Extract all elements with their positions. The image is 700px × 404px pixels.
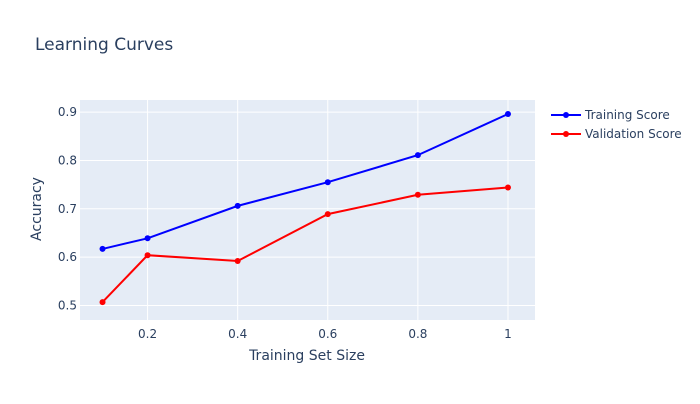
series-line bbox=[102, 113, 509, 250]
series-2 bbox=[99, 184, 511, 306]
data-point[interactable] bbox=[414, 152, 421, 159]
y-tick-label: 0.9 bbox=[58, 105, 77, 119]
data-point[interactable] bbox=[99, 245, 106, 252]
legend-marker bbox=[563, 112, 569, 118]
series-layer bbox=[99, 111, 511, 306]
legend-item[interactable]: Validation Score bbox=[551, 127, 682, 141]
x-axis-label: Training Set Size bbox=[248, 348, 365, 364]
y-axis-label: Accuracy bbox=[29, 177, 45, 241]
legend-label: Training Score bbox=[584, 108, 670, 122]
x-tick-label: 0.8 bbox=[408, 327, 427, 341]
x-tick-label: 0.4 bbox=[228, 327, 247, 341]
x-tick-label: 0.2 bbox=[138, 327, 157, 341]
data-point[interactable] bbox=[504, 184, 511, 191]
data-point[interactable] bbox=[504, 111, 511, 118]
grid-layer bbox=[80, 100, 535, 320]
data-point[interactable] bbox=[234, 202, 241, 209]
data-point[interactable] bbox=[324, 211, 331, 218]
chart-title: Learning Curves bbox=[35, 35, 173, 55]
series-1 bbox=[99, 111, 511, 252]
legend[interactable]: Training Score Validation Score bbox=[551, 108, 682, 141]
ticks-layer: 0.2 0.4 0.6 0.8 1 0.5 0.6 0.7 0.8 0.9 bbox=[58, 105, 512, 341]
x-tick-label: 1 bbox=[504, 327, 512, 341]
legend-item[interactable]: Training Score bbox=[551, 108, 670, 122]
data-point[interactable] bbox=[99, 299, 106, 306]
data-point[interactable] bbox=[234, 258, 241, 265]
x-tick-label: 0.6 bbox=[318, 327, 337, 341]
data-point[interactable] bbox=[324, 179, 331, 186]
series-line bbox=[101, 186, 509, 303]
data-point[interactable] bbox=[144, 252, 151, 259]
data-point[interactable] bbox=[144, 235, 151, 242]
legend-marker bbox=[563, 131, 569, 137]
y-tick-label: 0.6 bbox=[58, 250, 77, 264]
data-point[interactable] bbox=[414, 191, 421, 198]
y-tick-label: 0.8 bbox=[58, 153, 77, 167]
y-tick-label: 0.5 bbox=[58, 298, 77, 312]
y-tick-label: 0.7 bbox=[58, 202, 77, 216]
legend-label: Validation Score bbox=[585, 127, 682, 141]
